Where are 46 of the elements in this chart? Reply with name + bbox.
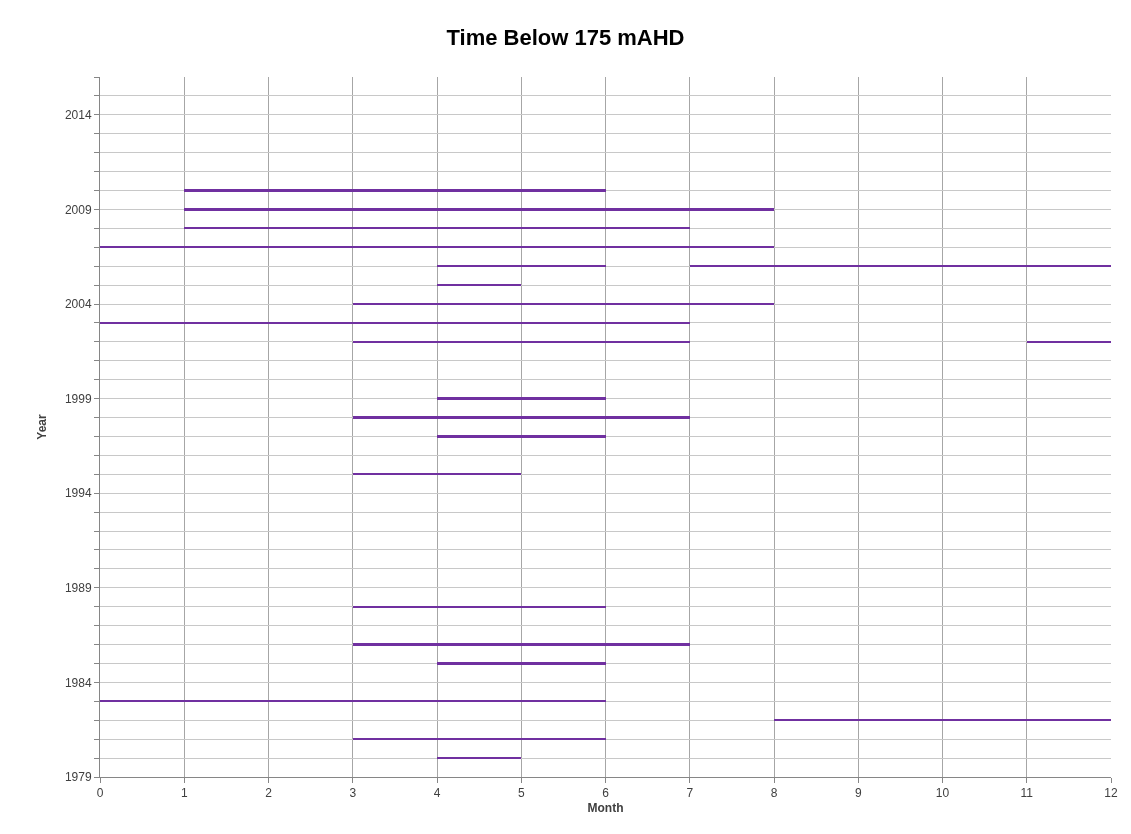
- x-tick-label: 12: [1104, 786, 1118, 801]
- x-tick-label: 2: [265, 786, 273, 801]
- y-tick-label: 2004: [64, 297, 92, 312]
- bar: [184, 227, 690, 229]
- bar: [353, 303, 774, 305]
- bar: [1027, 341, 1111, 343]
- y-tick-label: 1984: [64, 675, 92, 690]
- bar: [353, 643, 690, 646]
- y-tick-label: 2014: [64, 108, 92, 123]
- x-tick-label: 11: [1020, 786, 1034, 801]
- x-tick-label: 5: [517, 786, 525, 801]
- chart-title: Time Below 175 mAHD: [446, 24, 685, 50]
- y-tick-label: 1979: [64, 770, 92, 785]
- y-tick-label: 1994: [64, 486, 92, 501]
- bar: [774, 719, 1111, 721]
- x-tick-label: 9: [854, 786, 862, 801]
- bar: [437, 397, 606, 400]
- x-tick-label: 8: [770, 786, 778, 801]
- bar: [353, 473, 521, 475]
- bar: [353, 738, 606, 740]
- bar: [100, 700, 606, 702]
- x-tick-label: 10: [935, 786, 950, 801]
- x-tick-label: 3: [349, 786, 357, 801]
- bar: [437, 284, 521, 286]
- bar: [690, 265, 1111, 267]
- bar: [353, 416, 690, 419]
- y-tick-label: 1999: [64, 391, 92, 406]
- x-tick-label: 1: [180, 786, 188, 801]
- bar: [437, 662, 606, 665]
- x-tick-label: 7: [686, 786, 694, 801]
- y-axis-title: Year: [35, 413, 50, 440]
- y-tick-label: 1989: [64, 581, 92, 596]
- bar: [353, 606, 606, 608]
- bar: [437, 265, 606, 267]
- bar: [100, 246, 774, 248]
- x-tick-label: 4: [433, 786, 441, 801]
- bar: [100, 322, 690, 324]
- y-tick-label: 2009: [64, 202, 92, 217]
- x-axis-title: Month: [587, 801, 624, 816]
- bar: [353, 341, 690, 343]
- bar: [184, 208, 774, 211]
- bar: [184, 189, 606, 192]
- bar: [437, 435, 606, 438]
- x-tick-label: 6: [602, 786, 610, 801]
- x-tick-label: 0: [96, 786, 104, 801]
- bar: [437, 757, 521, 759]
